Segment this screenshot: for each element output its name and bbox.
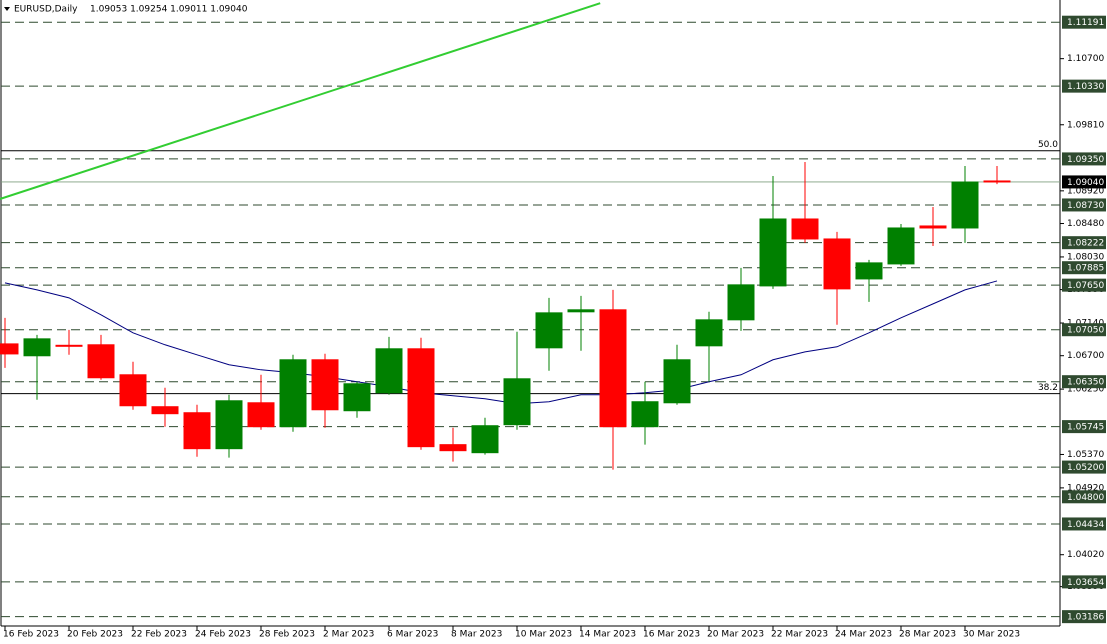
candle-body xyxy=(727,284,755,321)
level-label: 1.08730 xyxy=(1067,201,1104,211)
plot-area: 50.0 38.2 xyxy=(0,2,1060,618)
level-label-box xyxy=(1062,460,1106,474)
current-price-box xyxy=(1062,175,1106,189)
x-tick-label: 22 Feb 2023 xyxy=(131,630,187,640)
candle-body xyxy=(343,383,371,412)
candle-body xyxy=(791,218,819,240)
level-label-box xyxy=(1062,420,1106,434)
menu-arrow xyxy=(4,7,10,11)
level-label: 1.07050 xyxy=(1067,326,1104,336)
level-label: 1.04434 xyxy=(1067,520,1104,530)
candle-body xyxy=(599,309,627,428)
current-price-label: 1.09040 xyxy=(1067,178,1104,188)
level-label: 1.06350 xyxy=(1067,378,1104,388)
x-tick-label: 20 Feb 2023 xyxy=(67,630,123,640)
candle-body xyxy=(919,225,947,229)
y-tick-label: 1.06250 xyxy=(1067,385,1104,395)
x-tick-label: 10 Mar 2023 xyxy=(515,630,572,640)
trend-line xyxy=(0,2,601,200)
candle-body xyxy=(87,344,115,379)
candle-body xyxy=(759,218,787,287)
level-label: 1.09350 xyxy=(1067,155,1104,165)
level-label-box xyxy=(1062,236,1106,250)
level-label: 1.05200 xyxy=(1067,463,1104,473)
level-label: 1.08222 xyxy=(1067,239,1104,249)
candle-body xyxy=(631,401,659,428)
candle-body xyxy=(311,359,339,411)
candle-body xyxy=(823,238,851,290)
candle-body xyxy=(695,319,723,347)
level-label-box xyxy=(1062,278,1106,292)
candle-body xyxy=(55,344,83,347)
candle-body xyxy=(0,343,19,355)
x-tick-label: 30 Mar 2023 xyxy=(963,630,1020,640)
level-label: 1.07650 xyxy=(1067,281,1104,291)
level-label-box xyxy=(1062,575,1106,589)
y-tick-label: 1.08030 xyxy=(1067,252,1104,262)
x-tick-label: 24 Feb 2023 xyxy=(195,630,251,640)
candle-body xyxy=(855,262,883,280)
y-tick-label: 1.08920 xyxy=(1067,186,1104,196)
y-tick-label: 1.04920 xyxy=(1067,483,1104,493)
candle-body xyxy=(215,400,243,450)
candle-body xyxy=(23,338,51,357)
level-label-box xyxy=(1062,79,1106,93)
x-tick-label: 20 Mar 2023 xyxy=(707,630,764,640)
level-label: 1.10330 xyxy=(1067,82,1104,92)
level-label-box xyxy=(1062,261,1106,275)
candle-body xyxy=(183,412,211,450)
x-tick-label: 28 Mar 2023 xyxy=(899,630,956,640)
y-tick-label: 1.10700 xyxy=(1067,54,1104,64)
y-tick-label: 1.05370 xyxy=(1067,450,1104,460)
x-tick-label: 16 Mar 2023 xyxy=(643,630,700,640)
candle-body xyxy=(503,378,531,426)
level-label-box xyxy=(1062,323,1106,337)
candle-body xyxy=(663,359,691,404)
candle-body xyxy=(471,425,499,454)
fibonacci-label: 50.0 xyxy=(1038,140,1058,150)
level-label-box xyxy=(1062,198,1106,212)
level-label-box xyxy=(1062,15,1106,29)
candle-body xyxy=(279,359,307,428)
y-tick-label: 1.06700 xyxy=(1067,351,1104,361)
x-tick-label: 14 Mar 2023 xyxy=(579,630,636,640)
x-tick-label: 6 Mar 2023 xyxy=(387,630,438,640)
level-label: 1.03654 xyxy=(1067,578,1104,588)
candle-body xyxy=(951,181,979,229)
x-tick-label: 22 Mar 2023 xyxy=(771,630,828,640)
candle-body xyxy=(375,348,403,394)
level-label-box xyxy=(1062,152,1106,166)
level-label: 1.05745 xyxy=(1067,423,1104,433)
x-tick-label: 28 Feb 2023 xyxy=(259,630,315,640)
candle-body xyxy=(119,374,147,407)
y-tick-label: 1.09810 xyxy=(1067,120,1104,130)
level-label-box xyxy=(1062,490,1106,504)
y-tick-label: 1.04020 xyxy=(1067,550,1104,560)
candle-body xyxy=(983,180,1011,183)
level-label: 1.11191 xyxy=(1067,18,1104,28)
x-tick-label: 8 Mar 2023 xyxy=(451,630,502,640)
candle-body xyxy=(151,406,179,415)
candle-body xyxy=(535,312,563,349)
candle-body xyxy=(439,444,467,452)
x-tick-label: 16 Feb 2023 xyxy=(3,630,59,640)
ohlc-header: 1.09053 1.09254 1.09011 1.09040 xyxy=(90,5,248,15)
level-label: 1.04800 xyxy=(1067,493,1104,503)
chart-title: EURUSD,Daily xyxy=(14,5,78,15)
level-label-box xyxy=(1062,610,1106,624)
level-label-box xyxy=(1062,517,1106,531)
candle-body xyxy=(407,348,435,448)
x-tick-label: 2 Mar 2023 xyxy=(323,630,374,640)
level-label-box xyxy=(1062,375,1106,389)
level-label: 1.07885 xyxy=(1067,264,1104,274)
fibonacci-label: 38.2 xyxy=(1038,383,1058,393)
y-tick-label: 1.08480 xyxy=(1067,219,1104,229)
candle-body xyxy=(567,309,595,313)
level-label: 1.03186 xyxy=(1067,613,1104,623)
x-tick-label: 24 Mar 2023 xyxy=(835,630,892,640)
candle-body xyxy=(887,227,915,265)
moving-average xyxy=(4,280,998,405)
candle-body xyxy=(247,402,275,428)
